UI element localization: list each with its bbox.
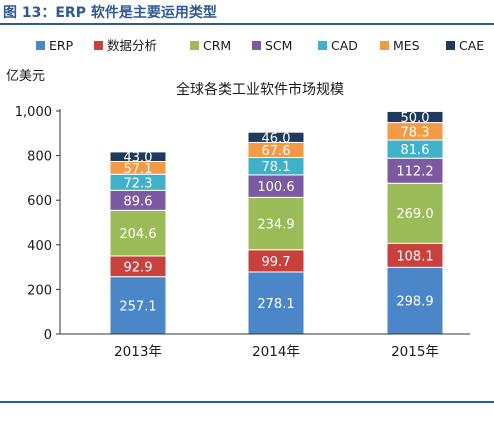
legend-swatch-1 [94, 41, 103, 50]
data-label-1-1: 99.7 [262, 255, 291, 270]
y-tick-label-3: 600 [27, 194, 52, 209]
x-tick-label-0: 2013年 [114, 344, 162, 360]
data-label-2-0: 204.6 [119, 227, 156, 242]
data-label-4-1: 78.1 [262, 160, 291, 175]
data-label-5-0: 57.1 [124, 162, 153, 177]
y-axis: 0 200 400 600 800 1,000 [15, 105, 61, 343]
legend-swatch-0 [36, 41, 45, 50]
data-label-3-0: 89.6 [124, 194, 153, 209]
data-label-6-0: 43.0 [124, 151, 153, 166]
legend-label-6: CAE [459, 38, 484, 53]
legend-swatch-6 [446, 41, 455, 50]
data-label-4-2: 81.6 [401, 143, 430, 158]
bar-segment-0-2 [386, 266, 444, 335]
data-label-0-0: 257.1 [119, 299, 156, 314]
data-label-2-1: 234.9 [257, 218, 294, 233]
legend-swatch-3 [252, 41, 261, 50]
bar-segment-1-2 [386, 242, 444, 268]
data-label-0-2: 298.9 [396, 295, 433, 310]
y-axis-label: 亿美元 [6, 69, 45, 84]
x-axis: 2013年 2014年 2015年 [60, 333, 470, 360]
data-label-1-0: 92.9 [124, 260, 153, 275]
chart-legend: ERP 数据分析 CRM SCM CAD MES CAE [36, 38, 484, 53]
data-label-6-1: 46.0 [262, 131, 291, 146]
legend-label-5: MES [393, 38, 420, 53]
legend-swatch-2 [190, 41, 199, 50]
data-label-1-2: 108.1 [396, 249, 433, 264]
figure-bottom-rule [0, 401, 494, 403]
x-tick-label-2: 2015年 [391, 344, 439, 360]
bars-group: 257.1 92.9 204.6 89.6 72.357.143.0 278.1 99.7 2… [109, 110, 444, 335]
legend-label-3: SCM [265, 38, 292, 53]
bar-segment-6-1 [247, 131, 305, 143]
y-tick-label-4: 800 [27, 150, 52, 165]
legend-label-1: 数据分析 [107, 38, 157, 53]
bar-segment-3-2 [386, 157, 444, 184]
bar-segment-6-2 [386, 110, 444, 124]
bar-segment-0-1 [247, 271, 305, 335]
legend-label-2: CRM [203, 38, 231, 53]
bar-segment-0-0 [109, 276, 167, 335]
bar-segment-2-2 [386, 182, 444, 244]
data-label-0-1: 278.1 [257, 297, 294, 312]
legend-label-0: ERP [49, 38, 74, 53]
y-tick-label-1: 200 [27, 283, 52, 298]
legend-label-4: CAD [331, 38, 358, 53]
y-tick-label-2: 400 [27, 239, 52, 254]
chart-title: 全球各类工业软件市场规模 [176, 81, 344, 98]
bar-segment-6-0 [109, 151, 167, 162]
data-label-4-0: 72.3 [124, 176, 153, 191]
bar-segment-2-1 [247, 196, 305, 251]
figure-title: 图 13：ERP 软件是主要运用类型 [3, 5, 217, 21]
data-label-3-2: 112.2 [396, 165, 433, 180]
data-label-2-2: 269.0 [396, 207, 433, 222]
legend-swatch-5 [380, 41, 389, 50]
data-label-6-2: 50.0 [401, 111, 430, 126]
title-underline [0, 23, 494, 25]
data-label-3-1: 100.6 [257, 180, 294, 195]
legend-swatch-4 [318, 41, 327, 50]
data-label-5-1: 67.6 [262, 144, 291, 159]
y-tick-label-0: 0 [44, 328, 52, 343]
data-label-5-2: 78.3 [401, 125, 430, 140]
x-tick-label-1: 2014年 [252, 344, 300, 360]
y-tick-label-5: 1,000 [15, 105, 52, 120]
